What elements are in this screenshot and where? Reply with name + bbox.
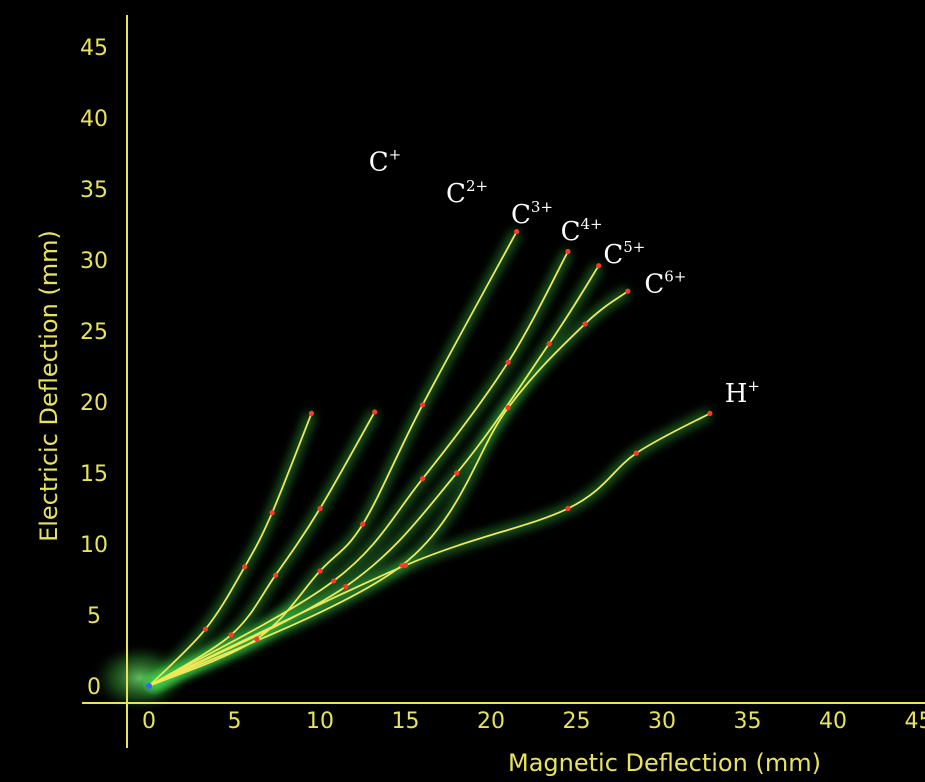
trace-5-point-1 <box>343 584 349 590</box>
trace-6-point-3 <box>582 321 588 327</box>
trace-6-point-4 <box>625 288 631 294</box>
x-tick-label: 30 <box>648 709 676 734</box>
y-tick-label: 0 <box>87 675 101 700</box>
trace-5-point-2 <box>454 470 460 476</box>
ion-label-C5+: C5+ <box>603 238 645 270</box>
trace-3-point-3 <box>360 521 366 527</box>
marker-layer <box>146 229 713 689</box>
origin-glow <box>92 644 188 712</box>
y-tick-label: 25 <box>80 320 108 345</box>
trace-3-point-5 <box>514 229 520 235</box>
trace-2-point-2 <box>272 572 279 578</box>
origin-point <box>146 683 152 689</box>
x-tick-label: 40 <box>819 709 847 734</box>
y-tick-label: 10 <box>80 533 108 558</box>
trace-6-point-2 <box>505 405 511 411</box>
ion-label-C2+: C2+ <box>446 177 488 209</box>
trace-1-point-4 <box>308 410 315 416</box>
trace-1-point-3 <box>269 510 275 516</box>
trace-line-5 <box>148 265 600 687</box>
trace-7-point-1 <box>402 562 409 568</box>
x-tick-label: 20 <box>477 709 505 734</box>
trace-4-point-4 <box>565 248 571 255</box>
trace-5-point-4 <box>596 263 602 269</box>
y-tick-label: 40 <box>80 107 108 132</box>
trace-7-point-2 <box>565 505 571 512</box>
ion-label-C+: C+ <box>369 146 401 178</box>
trace-2-point-3 <box>317 505 323 512</box>
ion-label-C4+: C4+ <box>561 215 603 247</box>
trace-7-point-4 <box>707 410 713 416</box>
trace-1-point-1 <box>202 626 209 632</box>
trace-7-point-3 <box>633 450 639 456</box>
y-axis-title: Electricic Deflection (mm) <box>35 230 63 542</box>
trace-2-point-4 <box>372 409 378 415</box>
ion-label-H+: H+ <box>725 377 760 409</box>
trace-4-point-1 <box>331 578 337 584</box>
x-tick-label: 0 <box>142 709 156 734</box>
x-tick-label: 15 <box>392 709 420 734</box>
ion-label-layer: C+ C2+ C3+C4+C5+C6+ H+ <box>369 146 760 409</box>
x-tick-labels: 0 5 10 15 20 25 30 35 40 45 <box>142 709 925 734</box>
trace-2-point-1 <box>228 632 234 638</box>
trace-4-point-3 <box>505 359 511 365</box>
y-tick-label: 30 <box>80 249 108 274</box>
ion-label-C6+: C6+ <box>644 268 686 300</box>
y-tick-label: 15 <box>80 462 108 487</box>
trace-3-point-4 <box>420 402 426 408</box>
y-tick-label: 35 <box>80 178 108 203</box>
trace-line-7 <box>148 412 711 687</box>
y-tick-label: 45 <box>80 36 108 61</box>
x-axis-title: Magnetic Deflection (mm) <box>508 749 821 777</box>
trace-4-point-2 <box>420 476 426 482</box>
x-tick-label: 10 <box>306 709 334 734</box>
x-tick-label: 25 <box>563 709 591 734</box>
trace-1-point-2 <box>242 564 248 570</box>
y-tick-labels: 0 5 10 15 20 25 30 35 40 45 <box>80 36 108 700</box>
x-tick-label: 35 <box>734 709 762 734</box>
x-tick-label: 5 <box>228 709 242 734</box>
x-tick-label: 45 <box>905 709 925 734</box>
ion-label-C3+: C3+ <box>511 198 553 230</box>
trace-3-point-2 <box>317 568 323 574</box>
trace-3-point-1 <box>254 636 260 642</box>
y-tick-label: 20 <box>80 391 108 416</box>
y-tick-label: 5 <box>87 604 101 629</box>
trace-5-point-3 <box>546 341 552 347</box>
